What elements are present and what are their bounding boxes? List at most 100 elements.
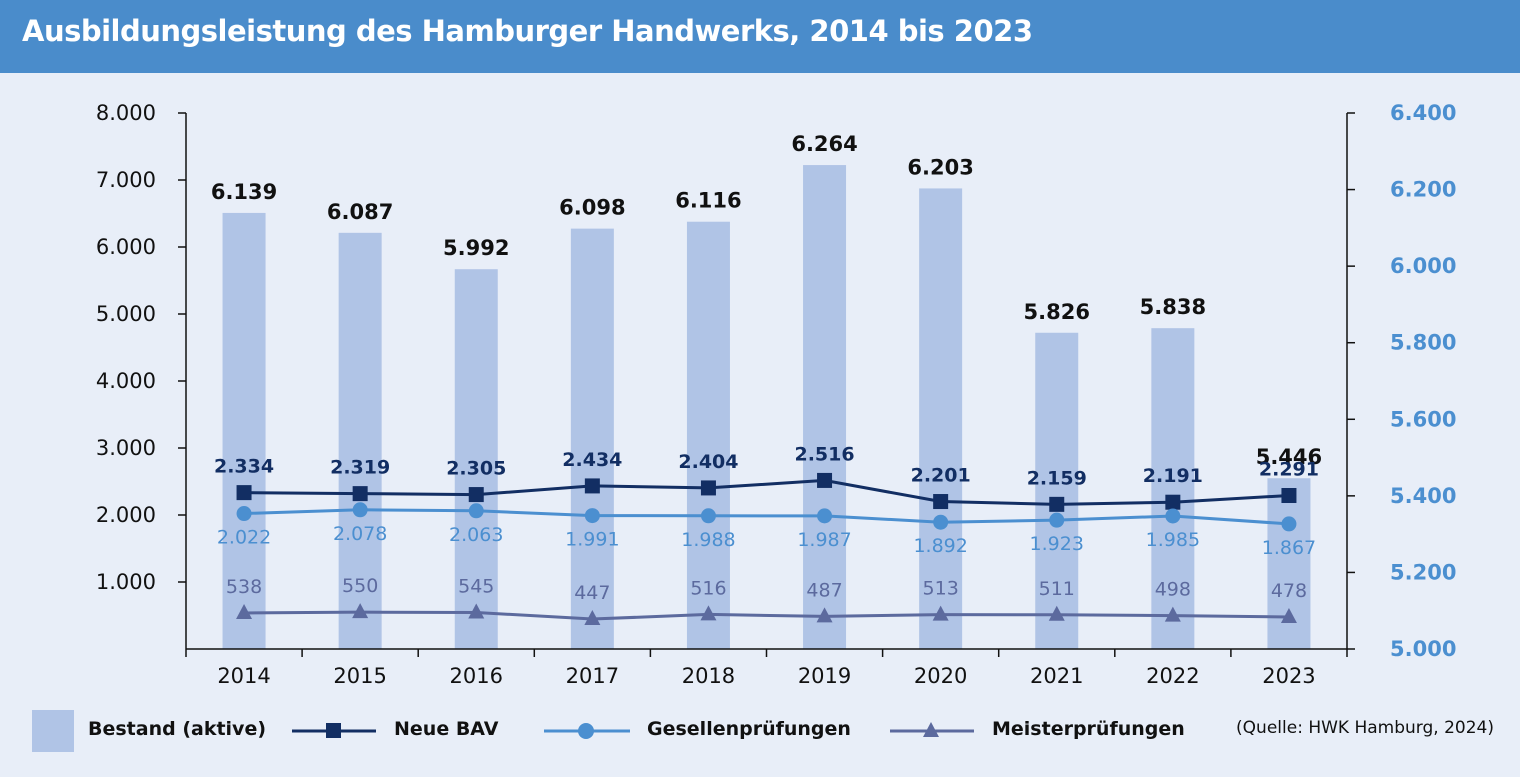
bar-bestand-2020 — [919, 188, 963, 649]
data-label-neue-bav: 2.516 — [794, 443, 854, 465]
point-gesellen-2017 — [584, 508, 600, 524]
point-meister-2016 — [468, 603, 485, 619]
legend-item-bestand: Bestand (aktive) — [32, 700, 266, 760]
data-label-gesellen: 1.987 — [797, 529, 851, 551]
y-left-tick-label: 1.000 — [96, 570, 156, 594]
bar-label-bestand: 5.446 — [1256, 445, 1322, 469]
legend-label-meister: Meisterprüfungen — [992, 718, 1185, 740]
legend-marker-gesellen — [544, 723, 630, 739]
chart-title: Ausbildungsleistung des Hamburger Handwe… — [22, 14, 1033, 48]
data-label-neue-bav: 2.404 — [678, 451, 738, 473]
data-label-neue-bav: 2.159 — [1027, 467, 1087, 489]
data-label-meister: 545 — [458, 575, 494, 597]
legend: Bestand (aktive) Neue BAV Gesellenprüfun… — [0, 700, 1520, 760]
y-left-tick-label: 8.000 — [96, 101, 156, 125]
bar-label-bestand: 6.116 — [675, 189, 741, 213]
legend-swatch-bestand — [32, 710, 74, 752]
point-gesellen-2018 — [700, 508, 716, 524]
bar-label-bestand: 5.992 — [443, 236, 509, 260]
point-gesellen-2015 — [352, 502, 368, 518]
line-meister — [244, 610, 1289, 621]
point-meister-2018 — [700, 605, 717, 621]
x-tick-label: 2020 — [914, 664, 967, 688]
x-tick-label: 2018 — [682, 664, 735, 688]
y-left-tick-label: 2.000 — [96, 503, 156, 527]
bar-bestand-2022 — [1151, 328, 1195, 649]
point-neue-bav-2018 — [700, 480, 716, 496]
bar-bestand-2018 — [686, 221, 730, 649]
x-tick-label: 2023 — [1262, 664, 1315, 688]
bar-label-bestand: 6.098 — [559, 196, 625, 220]
bar-label-bestand: 5.826 — [1024, 300, 1090, 324]
legend-marker-neue-bav — [292, 723, 376, 738]
legend-item-meister: Meisterprüfungen — [888, 700, 1188, 760]
y-left-tick-label: 5.000 — [96, 302, 156, 326]
line-neue-bav — [244, 478, 1290, 506]
data-label-gesellen: 1.867 — [1262, 537, 1316, 559]
bar-bestand-2014 — [222, 212, 266, 649]
data-label-meister: 478 — [1271, 580, 1307, 602]
data-label-neue-bav: 2.434 — [562, 449, 622, 471]
point-neue-bav-2017 — [584, 478, 600, 494]
y-right-tick-label: 5.600 — [1390, 407, 1456, 431]
x-tick-label: 2016 — [450, 664, 503, 688]
x-tick-label: 2017 — [566, 664, 619, 688]
y-right-tick-label: 5.200 — [1390, 560, 1456, 584]
data-label-meister: 498 — [1155, 579, 1191, 601]
point-neue-bav-2022 — [1165, 494, 1181, 510]
bar-bestand-2017 — [570, 228, 614, 649]
data-label-neue-bav: 2.291 — [1259, 459, 1319, 481]
x-tick-label: 2014 — [217, 664, 270, 688]
legend-label-gesellen: Gesellenprüfungen — [647, 718, 851, 740]
point-neue-bav-2015 — [352, 486, 368, 502]
bar-label-bestand: 6.087 — [327, 200, 393, 224]
point-meister-2015 — [352, 603, 369, 619]
point-meister-2022 — [1164, 606, 1181, 622]
bar-label-bestand: 6.203 — [907, 155, 973, 179]
data-label-meister: 513 — [923, 578, 959, 600]
point-gesellen-2016 — [468, 503, 484, 519]
point-gesellen-2021 — [1049, 512, 1065, 528]
point-meister-2014 — [236, 603, 253, 619]
data-label-meister: 538 — [226, 576, 262, 598]
point-gesellen-2019 — [817, 508, 833, 524]
data-label-meister: 516 — [690, 577, 726, 599]
legend-label-neue-bav: Neue BAV — [394, 718, 499, 740]
bar-bestand-2023 — [1267, 478, 1311, 649]
legend-item-gesellen: Gesellenprüfungen — [542, 700, 851, 760]
line-gesellen — [244, 508, 1290, 526]
point-gesellen-2022 — [1165, 508, 1181, 524]
y-right-tick-label: 6.000 — [1390, 254, 1456, 278]
point-meister-2023 — [1280, 607, 1297, 623]
y-right-tick-label: 5.400 — [1390, 484, 1456, 508]
bar-bestand-2015 — [338, 232, 382, 649]
data-label-gesellen: 1.991 — [565, 529, 619, 551]
point-meister-2021 — [1048, 605, 1065, 621]
y-left-tick-label: 7.000 — [96, 168, 156, 192]
y-left-tick-label: 4.000 — [96, 369, 156, 393]
point-meister-2017 — [584, 610, 601, 626]
legend-label-bestand: Bestand (aktive) — [88, 718, 267, 740]
data-label-gesellen: 1.988 — [681, 529, 735, 551]
y-right-tick-label: 6.400 — [1390, 101, 1456, 125]
bar-bestand-2019 — [803, 165, 847, 649]
x-tick-label: 2022 — [1146, 664, 1199, 688]
data-label-meister: 550 — [342, 575, 378, 597]
data-label-meister: 511 — [1039, 578, 1075, 600]
data-label-neue-bav: 2.319 — [330, 457, 390, 479]
data-label-neue-bav: 2.191 — [1143, 465, 1203, 487]
data-label-gesellen: 2.078 — [333, 523, 387, 545]
point-neue-bav-2014 — [236, 485, 252, 501]
bar-label-bestand: 6.139 — [211, 180, 277, 204]
source-note: (Quelle: HWK Hamburg, 2024) — [1236, 718, 1494, 738]
y-right-tick-label: 6.200 — [1390, 178, 1456, 202]
x-tick-label: 2015 — [333, 664, 386, 688]
data-label-gesellen: 2.022 — [217, 527, 271, 549]
y-left-tick-label: 6.000 — [96, 235, 156, 259]
point-meister-2020 — [932, 605, 949, 621]
legend-marker-meister — [890, 722, 974, 737]
data-label-neue-bav: 2.334 — [214, 456, 274, 478]
data-label-gesellen: 2.063 — [449, 524, 503, 546]
bar-bestand-2016 — [454, 269, 498, 649]
point-gesellen-2023 — [1281, 516, 1297, 532]
